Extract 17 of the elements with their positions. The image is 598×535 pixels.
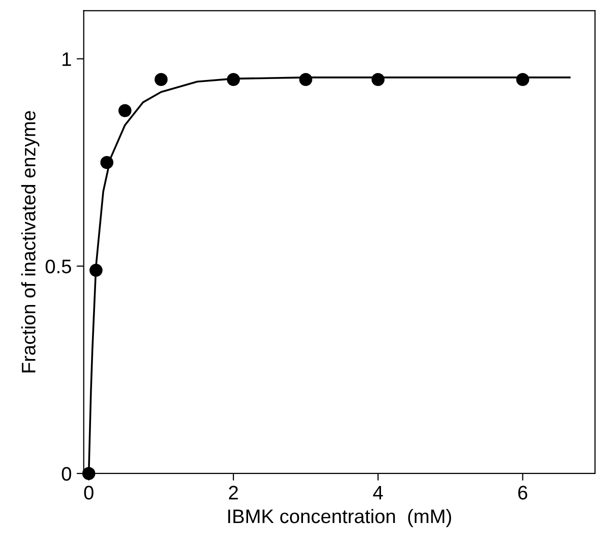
point — [100, 156, 114, 169]
y-tick-label: 0 — [62, 466, 72, 481]
y-tick-label: 0.5 — [46, 260, 72, 274]
point — [90, 264, 103, 277]
point — [299, 73, 312, 86]
point — [118, 104, 132, 118]
x-tick-label: 2 — [228, 486, 238, 500]
point — [154, 73, 168, 86]
y-axis-title: Fraction of inactivated enzyme — [21, 111, 40, 372]
point — [226, 73, 240, 86]
x-tick-label: 0 — [84, 486, 94, 500]
x-tick-label: 4 — [373, 486, 383, 500]
point — [516, 73, 530, 86]
y-tick-label: 1 — [62, 52, 71, 66]
x-axis-title: IBMK concentration (mM) — [228, 508, 452, 528]
point — [372, 73, 385, 86]
x-tick-label: 6 — [518, 486, 528, 500]
